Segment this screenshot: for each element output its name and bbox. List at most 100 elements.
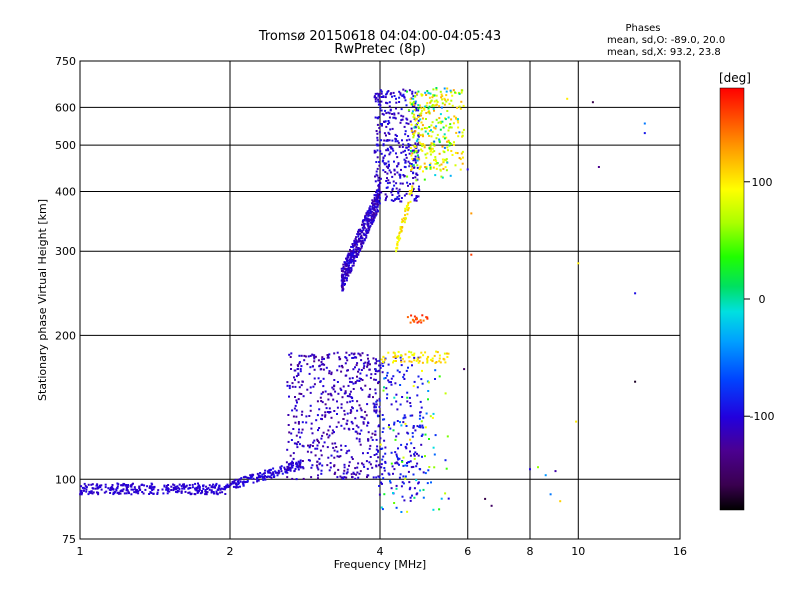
data-point (183, 483, 185, 486)
data-point (309, 366, 312, 369)
data-point (374, 214, 377, 217)
data-point (413, 352, 416, 355)
data-point (395, 187, 398, 190)
data-point (340, 274, 343, 277)
data-point (409, 193, 411, 196)
data-point (335, 446, 338, 448)
data-point (373, 209, 376, 212)
data-point (297, 381, 300, 384)
data-point (359, 232, 362, 235)
data-point (322, 445, 325, 448)
x-tick-label: 2 (227, 545, 234, 558)
data-point (366, 365, 369, 368)
data-point (438, 105, 441, 108)
data-point (309, 459, 311, 462)
data-point (359, 228, 362, 231)
data-point (434, 127, 437, 130)
data-point (380, 123, 382, 125)
data-point (438, 357, 441, 360)
data-point (364, 361, 367, 364)
data-point (172, 486, 175, 489)
data-point (251, 473, 254, 476)
data-point (345, 264, 348, 267)
data-point (393, 502, 396, 504)
data-point (390, 381, 392, 384)
data-point (328, 411, 331, 414)
data-point (263, 475, 266, 478)
data-point (369, 218, 372, 221)
data-point (212, 486, 215, 489)
data-point (356, 375, 358, 378)
data-point (378, 93, 381, 95)
data-point (420, 406, 423, 409)
data-point (417, 127, 420, 130)
data-point (415, 172, 418, 175)
data-point (198, 489, 201, 492)
data-point (350, 352, 353, 355)
data-point (386, 186, 389, 189)
data-point (346, 395, 349, 398)
data-point (194, 493, 197, 496)
data-point (297, 468, 300, 471)
data-point (454, 164, 457, 167)
data-point (301, 428, 304, 431)
data-point (97, 493, 100, 496)
data-point (327, 355, 330, 358)
data-point (411, 318, 414, 321)
data-point (382, 356, 385, 359)
data-point (433, 94, 436, 97)
data-point (348, 449, 351, 452)
data-point (348, 354, 351, 357)
data-point (445, 90, 448, 93)
data-point (388, 381, 391, 384)
data-point (371, 432, 374, 435)
data-point (324, 414, 327, 417)
data-point (321, 358, 324, 361)
data-point (411, 167, 414, 170)
data-point (440, 175, 443, 178)
data-point (380, 100, 383, 103)
data-point (356, 233, 359, 236)
colorbar-tick-label: 100 (752, 176, 773, 189)
data-point (261, 476, 264, 479)
data-point (344, 270, 347, 273)
data-point (263, 476, 266, 479)
data-point (173, 484, 176, 487)
data-point (350, 252, 353, 255)
data-point (409, 499, 412, 502)
phases-x-stats: mean, sd,X: 93.2, 23.8 (607, 47, 721, 58)
data-point (433, 100, 436, 103)
data-point (85, 490, 88, 493)
data-point (441, 98, 444, 101)
data-point (375, 130, 378, 132)
data-point (185, 484, 188, 487)
data-point (292, 457, 295, 460)
data-point (333, 379, 336, 381)
data-point (393, 116, 396, 119)
data-point (321, 401, 324, 404)
data-point (412, 164, 415, 167)
data-point (377, 98, 380, 101)
data-point (446, 98, 449, 101)
data-point (421, 314, 424, 317)
data-point (354, 255, 357, 258)
data-point (391, 188, 394, 191)
data-point (376, 203, 379, 206)
data-point (91, 492, 94, 495)
data-point (337, 392, 340, 395)
data-point (419, 134, 422, 137)
data-point (422, 170, 424, 173)
data-point (420, 443, 423, 446)
data-point (161, 488, 164, 491)
x-axis-ticks: 1 2 4 6 8 10 16 (77, 545, 688, 558)
data-point (401, 495, 404, 498)
phases-title: Phases (625, 23, 660, 34)
data-point (354, 467, 357, 470)
data-point (298, 362, 301, 365)
data-point (435, 103, 438, 106)
data-point (342, 472, 345, 475)
data-point (416, 425, 419, 428)
data-point (310, 427, 313, 430)
data-point (453, 115, 456, 118)
